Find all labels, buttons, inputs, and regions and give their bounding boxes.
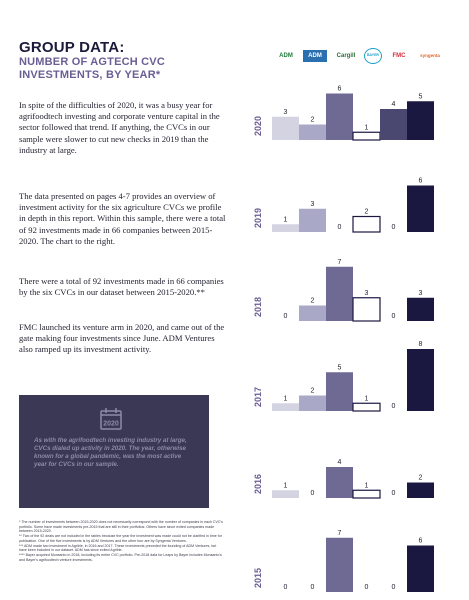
logo-cargill: Cargill <box>333 50 359 62</box>
bar-2019-0 <box>272 224 299 232</box>
bar-2020-3 <box>352 131 381 141</box>
paragraph-4: FMC launched its venture arm in 2020, an… <box>19 322 225 355</box>
bar-label-2020-3: 1 <box>365 124 369 131</box>
bar-2018-1 <box>299 305 326 321</box>
bar-2018-3 <box>352 297 381 322</box>
bar-label-2016-4: 0 <box>392 490 396 497</box>
paragraph-2: The data presented on pages 4-7 provides… <box>19 191 226 246</box>
footnote-1: * The number of investments between 2015… <box>19 520 223 534</box>
logo-adm-text: ADM <box>279 53 293 59</box>
page-subtitle: NUMBER OF AGTECH CVC INVESTMENTS, BY YEA… <box>19 56 165 81</box>
bar-2015-2 <box>326 537 353 592</box>
logo-adm: ADM <box>275 50 297 62</box>
logo-row: ADM ADM Cargill BAYER FMC syngenta <box>275 48 455 64</box>
bar-2020-2 <box>326 93 353 140</box>
paragraph-1: In spite of the difficulties of 2020, it… <box>19 100 220 155</box>
bar-2016-3 <box>352 489 381 499</box>
bar-label-2018-0: 0 <box>284 313 288 320</box>
bar-2019-5 <box>407 185 434 232</box>
bar-2019-1 <box>299 208 326 232</box>
bar-2020-4 <box>380 109 407 140</box>
bar-label-2017-3: 1 <box>365 395 369 402</box>
bar-label-2020-0: 3 <box>284 109 288 116</box>
bar-label-2018-1: 2 <box>311 298 315 305</box>
footnote-2: ** Two of the 92 deals are not included … <box>19 534 222 543</box>
bar-2017-5 <box>407 349 434 411</box>
bar-2018-2 <box>326 266 353 321</box>
bar-label-2018-2: 7 <box>338 259 342 266</box>
bar-2020-0 <box>272 116 299 140</box>
bar-label-2015-2: 7 <box>338 530 342 537</box>
bar-2016-5 <box>407 482 434 498</box>
logo-adm-ventures-text: ADM <box>308 53 322 59</box>
bar-label-2017-0: 1 <box>284 395 288 402</box>
bar-label-2017-5: 8 <box>419 341 423 348</box>
bar-2017-2 <box>326 372 353 411</box>
bar-2020-5 <box>407 101 434 140</box>
logo-cargill-text: Cargill <box>336 53 356 59</box>
bar-2020-1 <box>299 124 326 140</box>
logo-syngenta-text: syngenta <box>420 53 440 58</box>
footnote-3: *** ADM made two investment in Agrible, … <box>19 543 217 553</box>
bar-label-2019-5: 6 <box>419 178 423 185</box>
bar-2019-3 <box>352 215 381 233</box>
bar-label-2017-1: 2 <box>311 388 315 395</box>
bar-label-2016-1: 0 <box>311 490 315 497</box>
logo-syngenta: syngenta <box>415 50 445 62</box>
bar-2017-3 <box>352 402 381 412</box>
logo-fmc: FMC <box>388 50 410 62</box>
bar-2016-2 <box>326 467 353 498</box>
year-label-2016: 2016 <box>253 474 263 494</box>
year-label-2018: 2018 <box>253 297 263 317</box>
bar-label-2019-3: 2 <box>365 209 369 216</box>
bar-label-2015-0: 0 <box>284 584 288 591</box>
bar-label-2019-4: 0 <box>392 224 396 231</box>
page-title: GROUP DATA: <box>19 39 125 56</box>
bar-label-2020-1: 2 <box>311 117 315 124</box>
bar-label-2015-5: 6 <box>419 538 423 545</box>
bar-label-2020-4: 4 <box>392 101 396 108</box>
bar-2017-1 <box>299 395 326 411</box>
logo-bayer: BAYER <box>364 48 382 64</box>
footnotes: * The number of investments between 2015… <box>19 520 224 562</box>
callout-text: As with the agrifoodtech investing indus… <box>34 437 187 468</box>
bar-label-2015-4: 0 <box>392 584 396 591</box>
bar-label-2019-1: 3 <box>311 201 315 208</box>
bar-label-2017-4: 0 <box>392 403 396 410</box>
bar-label-2016-2: 4 <box>338 459 342 466</box>
calendar-icon-text: 2020 <box>103 421 119 428</box>
bar-label-2018-3: 3 <box>365 290 369 297</box>
bar-label-2017-2: 5 <box>338 364 342 371</box>
bar-2018-5 <box>407 297 434 321</box>
bar-label-2018-4: 0 <box>392 313 396 320</box>
bar-label-2020-2: 6 <box>338 86 342 93</box>
footnote-4: **** Bayer acquired Monsanto in 2018, in… <box>19 552 222 562</box>
paragraph-3: There were a total of 92 investments mad… <box>19 276 224 298</box>
callout-box: 2020 As with the agrifoodtech investing … <box>19 395 209 508</box>
year-label-2017: 2017 <box>253 387 263 407</box>
year-label-2020: 2020 <box>253 116 263 136</box>
bar-label-2019-0: 1 <box>284 216 288 223</box>
bar-label-2019-2: 0 <box>338 224 342 231</box>
logo-bayer-text: BAYER <box>367 53 379 57</box>
bar-label-2016-5: 2 <box>419 475 423 482</box>
bar-label-2016-0: 1 <box>284 482 288 489</box>
logo-fmc-text: FMC <box>392 53 406 59</box>
calendar-icon: 2020 <box>100 408 122 430</box>
bar-label-2018-5: 3 <box>419 290 423 297</box>
bar-2016-0 <box>272 490 299 498</box>
bar-label-2015-3: 0 <box>365 584 369 591</box>
bar-label-2020-5: 5 <box>419 93 423 100</box>
year-label-2015: 2015 <box>253 568 263 588</box>
text-column: GROUP DATA: NUMBER OF AGTECH CVC INVESTM… <box>0 0 228 600</box>
year-label-2019: 2019 <box>253 208 263 228</box>
bar-label-2015-1: 0 <box>311 584 315 591</box>
bar-label-2016-3: 1 <box>365 482 369 489</box>
bar-2017-0 <box>272 403 299 411</box>
logo-adm-ventures: ADM <box>303 50 327 62</box>
bar-2015-5 <box>407 545 434 592</box>
